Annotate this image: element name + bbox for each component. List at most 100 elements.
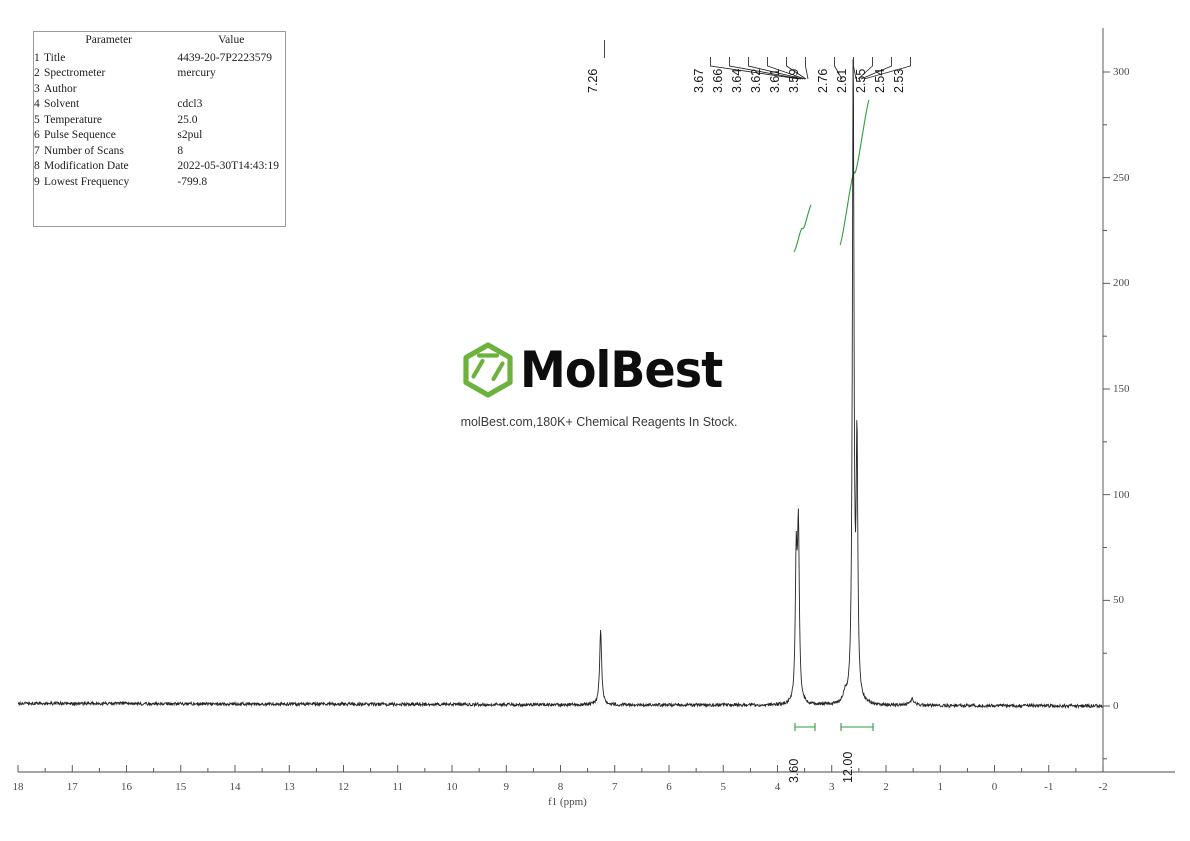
parameter-name: Temperature [44, 113, 102, 126]
peak-leader-line [786, 57, 807, 80]
parameter-value: mercury [177, 67, 216, 79]
y-axis-tick-label: 50 [1113, 594, 1124, 607]
integral-curve [839, 99, 870, 246]
parameter-table: Parameter Value 1 Title 4439-20-7P2223579 2… [33, 31, 286, 227]
spectrum-trace [17, 59, 1104, 710]
peak-leader-line [805, 57, 809, 80]
parameter-name: Number of Scans [44, 144, 124, 157]
parameter-row: 9 Lowest Frequency -799.8 [34, 175, 285, 191]
x-axis-tick-label: 0 [991, 781, 998, 793]
x-axis-tick-label: 11 [392, 781, 404, 793]
x-axis-tick-label: 12 [338, 781, 349, 793]
parameter-row: 7 Number of Scans 8 [34, 144, 285, 160]
x-axis-tick-label: 6 [666, 781, 672, 793]
parameter-row: 1 Title 4439-20-7P2223579 [34, 51, 285, 67]
brand-tagline: molBest.com,180K+ Chemical Reagents In S… [460, 415, 738, 429]
x-axis-tick-label: 13 [283, 781, 295, 793]
parameter-index: 1 [34, 51, 40, 64]
parameter-header-value: Value [218, 34, 245, 46]
peak-leader-line [860, 57, 892, 80]
brand-name: MolBest [520, 341, 723, 399]
x-axis-tick-label: 14 [229, 781, 241, 793]
integral-brackets [794, 723, 874, 731]
parameter-row: 5 Temperature 25.0 [34, 113, 285, 129]
x-axis-tick-label: 8 [557, 781, 564, 793]
parameter-table-body: 1 Title 4439-20-7P2223579 2 Spectrometer merc… [34, 51, 285, 191]
parameter-row: 2 Spectrometer mercury [34, 66, 285, 82]
x-axis-tick-label: 1 [937, 781, 944, 793]
intensity-axis [1102, 28, 1110, 772]
x-axis-tick-label: 9 [503, 781, 510, 793]
x-axis-tick-label: 15 [175, 781, 187, 793]
x-axis-title: f1 (ppm) [548, 796, 587, 808]
integral-bracket [794, 723, 816, 731]
integral-value-label: 12.00 [841, 751, 855, 783]
peak-label: 3.66 [711, 68, 725, 93]
peak-label: 7.26 [586, 68, 600, 93]
logo-row: MolBest [458, 339, 740, 401]
peak-label: 3.61 [768, 68, 782, 93]
peak-label: 3.62 [749, 68, 763, 93]
molbest-watermark: MolBest molBest.com,180K+ Chemical Reage… [449, 339, 749, 434]
parameter-index: 7 [34, 144, 40, 157]
parameter-name: Solvent [44, 98, 80, 110]
parameter-name: Spectrometer [44, 67, 106, 79]
peak-leader-line [748, 57, 804, 80]
parameter-value: 2022-05-30T14:43:19 [177, 160, 279, 172]
parameter-table-header-row: Parameter Value [34, 32, 285, 51]
peak-leader-line [863, 57, 911, 80]
parameter-index: 8 [34, 160, 40, 172]
parameter-value: s2pul [177, 129, 203, 141]
peak-leader-line [729, 57, 802, 80]
peak-leader-line [767, 57, 806, 80]
parameter-value: 25.0 [177, 113, 198, 126]
x-axis-tick-label: -2 [1098, 781, 1108, 793]
peak-label: 2.54 [873, 68, 887, 93]
parameter-index: 2 [34, 67, 40, 79]
parameter-row: 6 Pulse Sequence s2pul [34, 128, 285, 144]
y-axis-tick-label: 200 [1113, 277, 1130, 290]
y-axis-tick-label: 150 [1113, 383, 1130, 395]
parameter-name: Pulse Sequence [44, 129, 116, 141]
x-axis-tick-label: 10 [446, 781, 458, 793]
integral-curve [793, 204, 812, 253]
parameter-name: Title [44, 51, 66, 64]
integral-value-label: 3.60 [787, 758, 801, 783]
parameter-name: Author [44, 82, 77, 95]
ppm-axis [17, 765, 1175, 773]
x-axis-tick-label: 16 [121, 781, 132, 793]
peak-label: 2.53 [892, 68, 906, 93]
hexagon-logo-icon [463, 342, 513, 398]
x-axis-tick-label: 2 [883, 781, 889, 793]
peak-label: 3.59 [787, 68, 801, 93]
peak-label: 2.61 [835, 68, 849, 93]
y-axis-tick-label: 250 [1113, 171, 1130, 184]
parameter-index: 9 [34, 175, 40, 188]
integral-bracket [840, 723, 874, 731]
y-axis-tick-label: 100 [1113, 488, 1130, 501]
x-axis-tick-label: 5 [720, 781, 727, 793]
peak-leader-line [857, 57, 873, 80]
peak-label: 2.55 [854, 68, 868, 93]
parameter-value: 4439-20-7P2223579 [177, 51, 272, 64]
peak-label: 3.67 [692, 68, 706, 93]
parameter-index: 5 [34, 113, 40, 126]
peak-leader-line [710, 57, 800, 80]
x-axis-tick-label: 3 [829, 781, 835, 793]
parameter-row: 4 Solvent cdcl3 [34, 97, 285, 113]
parameter-header-name: Parameter [85, 34, 133, 46]
peak-leader-line [834, 57, 843, 80]
x-axis-tick-label: 7 [612, 781, 618, 793]
peak-label: 3.64 [730, 68, 744, 93]
parameter-index: 6 [34, 129, 40, 141]
parameter-value: -799.8 [177, 175, 208, 188]
integral-curves [793, 99, 870, 253]
parameter-name: Lowest Frequency [44, 175, 130, 188]
parameter-index: 4 [34, 98, 40, 110]
parameter-name: Modification Date [44, 160, 129, 172]
parameter-table-grid: Parameter Value 1 Title 4439-20-7P2223579 2… [34, 32, 285, 190]
x-axis-tick-label: -1 [1044, 781, 1054, 793]
